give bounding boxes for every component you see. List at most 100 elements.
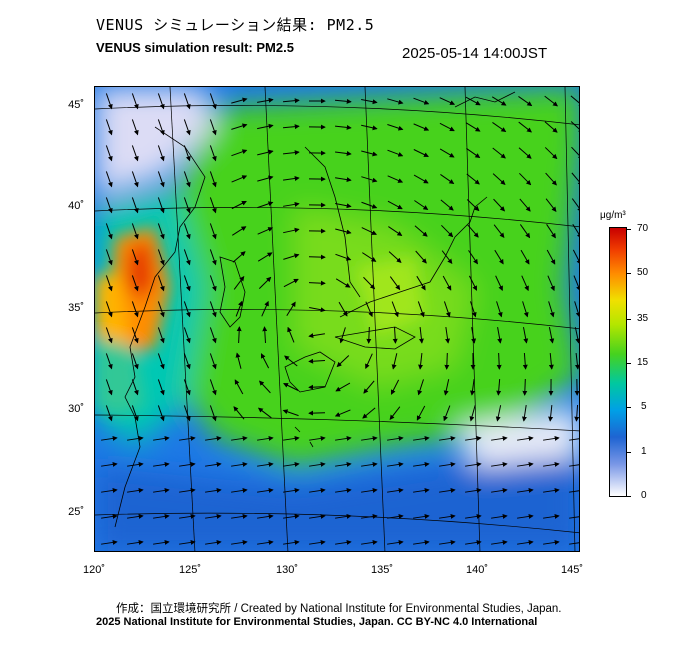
- wind-arrow: [572, 223, 579, 239]
- wind-arrow: [522, 327, 529, 344]
- wind-arrow: [231, 123, 248, 130]
- wind-arrow: [205, 461, 222, 467]
- wind-arrow: [231, 461, 248, 467]
- wind-arrow: [127, 539, 144, 545]
- wind-arrow: [492, 147, 506, 159]
- wind-arrow: [387, 435, 404, 441]
- wind-arrow: [466, 173, 480, 185]
- wind-arrow: [517, 435, 534, 441]
- wind-arrow: [572, 249, 579, 265]
- wind-arrow: [157, 119, 165, 136]
- coastlines: [114, 91, 516, 528]
- wind-arrow: [335, 151, 352, 156]
- wind-arrow: [418, 326, 424, 344]
- wind-arrow: [569, 464, 579, 467]
- wind-arrow: [441, 224, 454, 238]
- colorbar-tick-35: 35: [637, 313, 649, 324]
- wind-arrow: [183, 275, 191, 292]
- wind-arrow: [183, 327, 191, 344]
- wind-arrow: [548, 352, 554, 370]
- map-canvas: [95, 87, 579, 551]
- wind-arrow: [105, 327, 113, 344]
- wind-arrow: [569, 516, 579, 519]
- wind-arrow: [439, 435, 456, 441]
- wind-arrow: [388, 251, 402, 263]
- wind-arrow: [545, 198, 557, 212]
- wind-arrow: [570, 95, 579, 107]
- wind-arrow: [469, 405, 476, 422]
- wind-arrow: [543, 461, 560, 467]
- wind-arrow: [183, 405, 191, 422]
- colorbar-tick-0: 0: [641, 490, 647, 501]
- wind-arrow: [231, 175, 248, 183]
- colorbar-tickmark: [627, 496, 631, 497]
- lon-label-140: 140˚: [465, 564, 489, 576]
- wind-arrow: [105, 171, 113, 188]
- wind-arrow: [413, 435, 430, 441]
- lon-label-145: 145˚: [560, 564, 584, 576]
- wind-arrow: [183, 93, 191, 110]
- timestamp: 2025-05-14 14:00JST: [402, 45, 548, 62]
- wind-arrow: [105, 405, 113, 422]
- wind-arrow: [365, 301, 373, 318]
- wind-arrow: [465, 461, 482, 467]
- wind-arrow: [257, 97, 274, 103]
- wind-arrow: [465, 539, 482, 545]
- wind-arrow: [257, 175, 274, 182]
- wind-arrow: [183, 379, 191, 396]
- wind-arrow: [183, 197, 191, 214]
- wind-arrow: [127, 513, 144, 519]
- wind-arrow: [465, 435, 482, 441]
- wind-arrow: [362, 252, 377, 262]
- wind-arrow: [209, 223, 217, 240]
- wind-arrow: [131, 119, 139, 136]
- colorbar-tickmark: [627, 273, 631, 274]
- wind-arrow: [205, 487, 222, 493]
- wind-arrow: [548, 404, 554, 422]
- wind-arrow: [282, 409, 299, 417]
- wind-arrow: [105, 197, 113, 214]
- wind-arrow: [413, 123, 430, 131]
- wind-arrow: [209, 119, 217, 136]
- wind-arrow: [183, 119, 191, 136]
- wind-arrow: [440, 199, 454, 211]
- wind-arrow: [309, 539, 326, 545]
- wind-arrow: [101, 461, 118, 467]
- wind-arrow: [387, 539, 404, 545]
- wind-vectors: [101, 93, 579, 545]
- wind-arrow: [235, 300, 243, 317]
- wind-arrow: [179, 435, 196, 441]
- lat-label-25: 25˚: [68, 506, 84, 518]
- wind-arrow: [334, 409, 351, 417]
- wind-arrow: [548, 301, 555, 318]
- wind-arrow: [183, 171, 191, 188]
- wind-arrow: [209, 301, 217, 318]
- colorbar-tick-15: 15: [637, 357, 649, 368]
- concentration-field: [95, 87, 579, 551]
- wind-arrow: [335, 461, 352, 467]
- wind-arrow: [468, 275, 478, 291]
- wind-arrow: [232, 226, 247, 236]
- wind-arrow: [387, 513, 404, 519]
- wind-arrow: [105, 379, 113, 396]
- wind-arrow: [543, 487, 560, 493]
- wind-arrow: [335, 177, 352, 183]
- wind-arrow: [131, 93, 139, 110]
- wind-arrow: [546, 249, 556, 265]
- wind-arrow: [183, 301, 191, 318]
- wind-arrow: [209, 379, 217, 396]
- wind-arrow: [361, 539, 378, 545]
- pm25-map: [94, 86, 580, 552]
- wind-arrow: [283, 513, 300, 519]
- wind-arrow: [157, 145, 165, 162]
- wind-arrow: [387, 487, 404, 493]
- wind-arrow: [569, 490, 579, 493]
- wind-arrow: [443, 379, 450, 396]
- wind-arrow: [521, 405, 527, 422]
- wind-arrow: [234, 379, 244, 395]
- wind-arrow: [418, 352, 424, 370]
- wind-arrow: [362, 407, 376, 419]
- wind-arrow: [131, 197, 139, 214]
- wind-arrow: [131, 301, 139, 318]
- wind-arrow: [209, 275, 217, 292]
